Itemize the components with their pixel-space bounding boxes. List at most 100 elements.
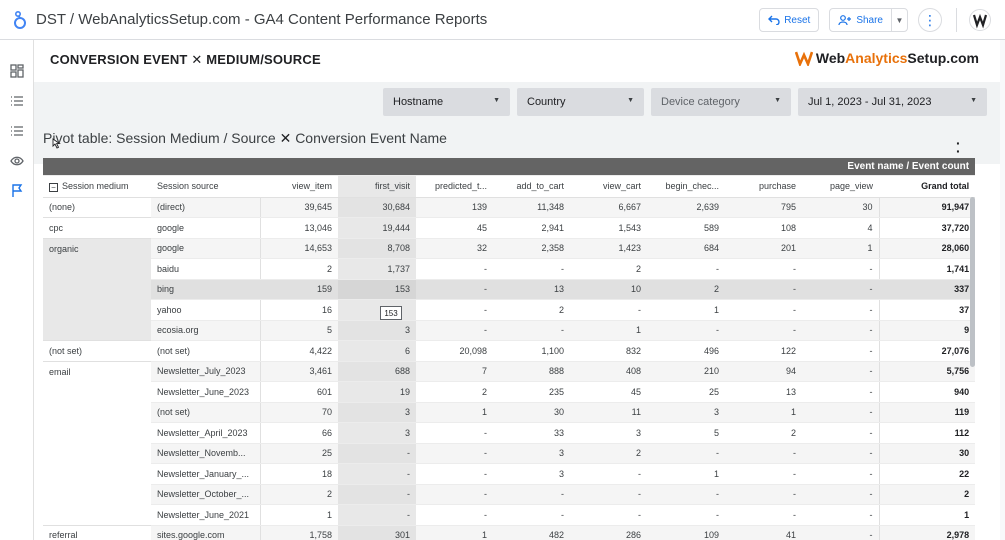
metric-cell: 589 xyxy=(647,217,725,239)
table-row[interactable]: Newsletter_June_2021 1- - - - - - -1 xyxy=(43,504,976,526)
header-add-to-cart[interactable]: add_to_cart xyxy=(493,175,570,198)
metric-cell: - xyxy=(493,484,570,505)
metric-cell: 3 xyxy=(570,422,647,444)
header-view-cart[interactable]: view_cart xyxy=(570,175,647,198)
session-medium-cell xyxy=(43,443,151,464)
header-begin-checkout[interactable]: begin_chec... xyxy=(647,175,725,198)
metric-cell: 210 xyxy=(647,361,725,382)
metric-cell: - xyxy=(647,504,725,526)
metric-cell: - xyxy=(416,504,493,526)
metric-cell: 1 xyxy=(647,463,725,485)
table-row[interactable]: bing 159 153-13 10 2- -337 xyxy=(43,279,976,300)
table-row[interactable]: (not set) 70 3 1 30 11 3 1-119 xyxy=(43,402,976,423)
table-row[interactable]: Newsletter_April_2023 66 3-33 3 5 2-112 xyxy=(43,422,976,444)
session-medium-cell: email xyxy=(49,366,71,377)
metric-cell: - xyxy=(493,320,570,341)
more-options-button[interactable]: ⋮ xyxy=(918,8,942,32)
metric-cell: 1 xyxy=(570,320,647,341)
table-row[interactable]: Newsletter_January_... 18- -3-1- -22 xyxy=(43,463,976,485)
metric-cell: 795 xyxy=(725,197,802,218)
outline-list-icon[interactable] xyxy=(10,124,24,138)
table-row[interactable]: cpc google 13,046 19,444 45 2,941 1,543 589 108 4… xyxy=(43,217,976,239)
metric-cell: 684 xyxy=(647,238,725,259)
page-scroll-track[interactable] xyxy=(1000,40,1005,540)
session-source-cell: google xyxy=(151,238,261,259)
metric-cell: - xyxy=(493,258,570,280)
header-first-visit[interactable]: first_visit xyxy=(338,175,416,198)
report-name[interactable]: DST / WebAnalyticsSetup.com - GA4 Conten… xyxy=(36,11,488,28)
table-row[interactable]: (not set) (not set) 4,422 6 20,098 1,100 832 49… xyxy=(43,340,976,362)
header-purchase[interactable]: purchase xyxy=(725,175,802,198)
pages-icon[interactable] xyxy=(10,64,24,78)
user-avatar-logo-icon[interactable] xyxy=(969,9,991,31)
header-session-source[interactable]: Session source xyxy=(151,175,260,198)
collapse-minus-icon[interactable]: − xyxy=(49,182,58,192)
session-source-cell: Newsletter_January_... xyxy=(151,463,261,485)
pivot-band-label: Event name / Event count xyxy=(260,158,976,176)
flag-icon[interactable] xyxy=(10,184,24,198)
list-icon[interactable] xyxy=(10,94,24,108)
table-row[interactable]: Newsletter_June_2023 601 19 2 235 45 25 13-940 xyxy=(43,381,976,403)
metric-cell: - xyxy=(416,320,493,341)
hostname-filter[interactable]: Hostname ▼ xyxy=(383,88,510,116)
metric-cell: 30 xyxy=(493,402,570,423)
header-page-view[interactable]: page_view xyxy=(802,175,879,198)
metric-cell: 19 xyxy=(338,381,416,403)
table-row[interactable]: organic google 14,653 8,708 32 2,358 1,423 684 2… xyxy=(43,238,976,259)
metric-cell: - xyxy=(802,484,880,505)
chart-title-prefix: Pivot table: Session Medium / Source xyxy=(43,130,276,146)
metric-cell: - xyxy=(725,463,802,485)
metric-cell: 2 xyxy=(260,258,338,280)
table-row[interactable]: referral sites.google.com 1,758 301 1 482 286 1… xyxy=(43,525,976,540)
date-range-control[interactable]: Jul 1, 2023 - Jul 31, 2023 ▼ xyxy=(798,88,987,116)
header-view-item[interactable]: view_item xyxy=(260,175,338,198)
grand-total-cell: 28,060 xyxy=(879,238,976,259)
top-actions: Reset Share ▼ ⋮ xyxy=(759,0,1005,40)
header-predicted[interactable]: predicted_t... xyxy=(416,175,493,198)
grand-total-cell: 37,720 xyxy=(879,217,976,239)
share-button[interactable]: Share ▼ xyxy=(829,8,908,32)
table-row[interactable]: baidu 2 1,737- -2- - -1,741 xyxy=(43,258,976,280)
table-row[interactable]: ecosia.org 5 3- -1- - -9 xyxy=(43,320,976,341)
metric-cell: 70 xyxy=(260,402,338,423)
header-session-medium[interactable]: − Session medium xyxy=(43,175,151,198)
metric-cell: 1,543 xyxy=(570,217,647,239)
device-category-filter[interactable]: Device category ▼ xyxy=(651,88,791,116)
metric-cell: 13 xyxy=(725,381,802,403)
table-row[interactable]: Newsletter_Novemb... 25- -3 2- - -30 xyxy=(43,443,976,464)
share-dropdown-caret-icon[interactable]: ▼ xyxy=(891,9,907,31)
table-scrollbar[interactable] xyxy=(970,197,975,367)
metric-cell: 6 xyxy=(338,340,416,362)
metric-cell: 3,461 xyxy=(260,361,338,382)
grand-total-cell: 91,947 xyxy=(879,197,976,218)
session-medium-cell xyxy=(43,382,151,403)
table-row[interactable]: yahoo 16-2-1- -37 xyxy=(43,299,976,321)
table-row[interactable]: (none) (direct) 39,645 30,684 139 11,348 6,667… xyxy=(43,197,976,218)
metric-cell: - xyxy=(570,504,647,526)
metric-cell: 18 xyxy=(260,463,338,485)
metric-cell: 32 xyxy=(416,238,493,259)
metric-cell: - xyxy=(570,463,647,485)
metric-cell: - xyxy=(416,258,493,280)
grand-total-cell: 119 xyxy=(879,402,976,423)
brand-logo: Web Analytics Setup.com xyxy=(794,50,979,66)
header-grand-total[interactable]: Grand total xyxy=(879,175,976,198)
metric-cell: 39,645 xyxy=(260,197,338,218)
metric-cell: - xyxy=(802,258,880,280)
metric-cell: 1,100 xyxy=(493,340,570,362)
grand-total-cell: 9 xyxy=(879,320,976,341)
table-row[interactable]: email Newsletter_July_2023 3,461 688 7 888 408… xyxy=(43,361,976,382)
metric-cell: - xyxy=(647,484,725,505)
country-filter[interactable]: Country ▼ xyxy=(517,88,644,116)
metric-cell: - xyxy=(647,258,725,280)
metric-cell: 7 xyxy=(416,361,493,382)
metric-cell: 688 xyxy=(338,361,416,382)
table-row[interactable]: Newsletter_October_... 2- - - - - - -2 xyxy=(43,484,976,505)
grand-total-cell: 112 xyxy=(879,422,976,444)
reset-button[interactable]: Reset xyxy=(759,8,820,32)
eye-icon[interactable] xyxy=(10,154,24,168)
session-medium-cell xyxy=(43,402,151,423)
metric-cell: - xyxy=(338,463,416,485)
metric-cell: 1 xyxy=(647,299,725,321)
metric-cell: - xyxy=(802,504,880,526)
